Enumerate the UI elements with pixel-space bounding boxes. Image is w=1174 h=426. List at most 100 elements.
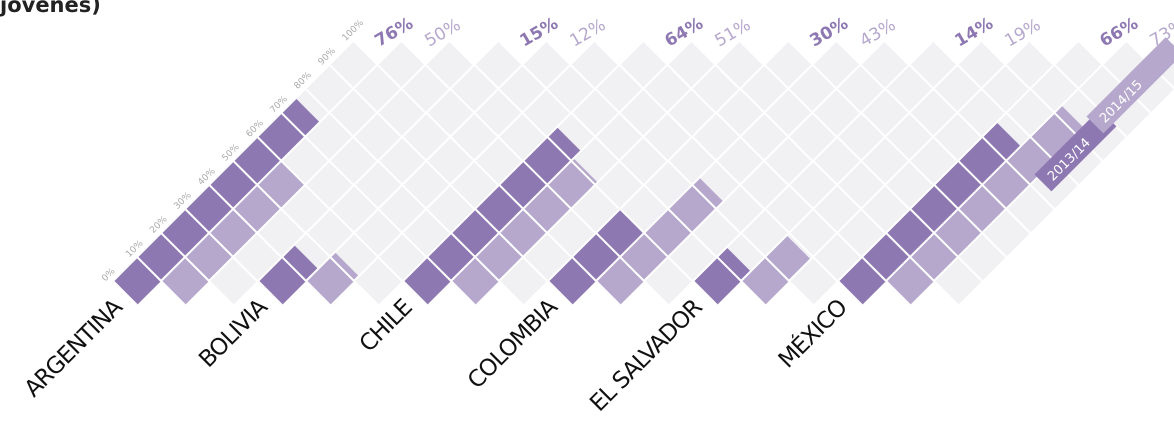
grid-line [618, 160, 644, 186]
grid-line [328, 160, 354, 186]
lane [257, 39, 524, 306]
grid-line [545, 87, 572, 114]
grid-line [691, 136, 717, 162]
lane-edge [788, 39, 1031, 282]
grid-line [980, 87, 1007, 114]
grid-line [136, 256, 162, 282]
grid-line [281, 256, 307, 282]
grid-line [690, 87, 717, 114]
grid-line [788, 280, 814, 306]
grid-line [837, 280, 863, 306]
bar [113, 98, 320, 306]
grid-line [691, 232, 717, 258]
grid-line [980, 39, 1007, 66]
lane [450, 39, 717, 306]
grid-line [569, 63, 596, 90]
lane-edge [885, 39, 1128, 282]
grid-line [450, 280, 476, 306]
grid-line [932, 39, 959, 66]
grid-line [546, 136, 572, 162]
grid-line [377, 256, 403, 282]
grid-line [714, 63, 741, 90]
grid-line [908, 160, 934, 186]
grid-line [835, 87, 862, 114]
grid-line [280, 112, 307, 138]
grid-line [353, 184, 379, 210]
grid-line [739, 184, 765, 210]
grid-line [740, 232, 766, 258]
grid-line [739, 87, 766, 114]
grid-line [764, 256, 790, 282]
value-label: 15% [517, 14, 562, 52]
grid-line [256, 136, 282, 162]
grid-line [425, 160, 451, 186]
grid-line [836, 136, 862, 162]
category-label: EL SALVADOR [585, 294, 708, 417]
bar [596, 177, 724, 306]
grid-line [353, 232, 379, 258]
grid-line [402, 280, 428, 306]
grid-line [449, 87, 476, 114]
lane [208, 39, 475, 306]
grid-line [208, 232, 234, 258]
grid-line [1053, 63, 1080, 90]
grid-line [328, 63, 355, 90]
grid-line [521, 63, 548, 90]
grid-line [280, 208, 306, 234]
grid-line [932, 136, 958, 162]
grid-line [738, 39, 765, 66]
grid-line [497, 87, 524, 114]
grid-line [715, 208, 741, 234]
value-label: 14% [952, 14, 997, 52]
grid-line [498, 232, 524, 258]
lane [112, 39, 379, 306]
grid-line [957, 160, 983, 186]
grid-line [377, 160, 403, 186]
grid-line [643, 280, 669, 306]
grid-line [811, 112, 838, 138]
grid-line [304, 87, 331, 114]
grid-line [522, 208, 548, 234]
grid-line [860, 160, 886, 186]
grid-line [280, 160, 306, 186]
grid-line [642, 87, 669, 114]
grid-line [304, 136, 330, 162]
grid-line [401, 232, 427, 258]
grid-line [376, 112, 403, 138]
category-label: CHILE [355, 295, 418, 358]
bar [693, 247, 751, 306]
grid-line [716, 256, 742, 282]
grid-line [788, 232, 814, 258]
grid-line [377, 208, 403, 234]
grid-line [450, 232, 476, 258]
grid-line [594, 184, 620, 210]
grid-line [763, 63, 790, 90]
grid-line [1005, 112, 1032, 138]
grid-line [787, 87, 814, 114]
grid-line [498, 184, 524, 210]
grid-line [908, 112, 935, 138]
grid-line [861, 256, 887, 282]
grid-line [812, 160, 838, 186]
bar [306, 252, 359, 306]
lane [740, 39, 1007, 306]
bar [258, 244, 319, 306]
lane-edge [402, 39, 645, 282]
lane-edge [353, 39, 596, 282]
grid-line [1005, 160, 1031, 186]
grid-line [1077, 39, 1104, 66]
grid-line [497, 39, 524, 66]
grid-line [112, 280, 138, 306]
lane [498, 39, 765, 306]
grid-line [329, 208, 355, 234]
lane [837, 39, 1104, 306]
grid-line [1005, 208, 1031, 234]
lane-edge [547, 39, 790, 282]
grid-line [328, 112, 355, 138]
grid-line [763, 160, 789, 186]
grid-line [1053, 112, 1080, 138]
lane-edge [692, 39, 935, 282]
grid-line [232, 208, 258, 234]
grid-line [715, 160, 741, 186]
